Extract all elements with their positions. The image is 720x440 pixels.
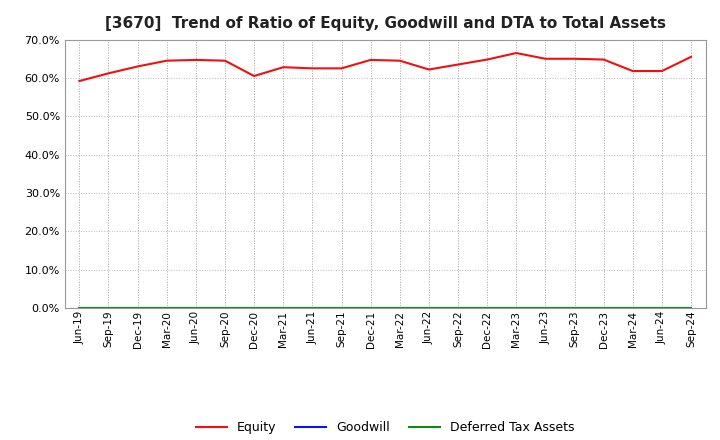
Equity (454, 62, 462, 67)
Deferred Tax Assets (133, 305, 142, 311)
Goodwill (687, 305, 696, 311)
Goodwill (657, 305, 666, 311)
Equity (541, 56, 550, 62)
Equity (629, 68, 637, 73)
Goodwill (192, 305, 200, 311)
Goodwill (599, 305, 608, 311)
Equity (395, 58, 404, 63)
Deferred Tax Assets (220, 305, 229, 311)
Deferred Tax Assets (483, 305, 492, 311)
Deferred Tax Assets (104, 305, 113, 311)
Deferred Tax Assets (454, 305, 462, 311)
Goodwill (279, 305, 287, 311)
Deferred Tax Assets (629, 305, 637, 311)
Equity (133, 64, 142, 69)
Goodwill (425, 305, 433, 311)
Equity (483, 57, 492, 62)
Deferred Tax Assets (366, 305, 375, 311)
Deferred Tax Assets (279, 305, 287, 311)
Goodwill (395, 305, 404, 311)
Goodwill (163, 305, 171, 311)
Goodwill (104, 305, 113, 311)
Goodwill (483, 305, 492, 311)
Deferred Tax Assets (599, 305, 608, 311)
Equity (687, 54, 696, 59)
Deferred Tax Assets (337, 305, 346, 311)
Line: Equity: Equity (79, 53, 691, 81)
Deferred Tax Assets (192, 305, 200, 311)
Goodwill (366, 305, 375, 311)
Deferred Tax Assets (250, 305, 258, 311)
Equity (337, 66, 346, 71)
Equity (163, 58, 171, 63)
Deferred Tax Assets (308, 305, 317, 311)
Equity (279, 65, 287, 70)
Goodwill (220, 305, 229, 311)
Equity (425, 67, 433, 72)
Equity (192, 57, 200, 62)
Goodwill (250, 305, 258, 311)
Equity (599, 57, 608, 62)
Goodwill (512, 305, 521, 311)
Deferred Tax Assets (570, 305, 579, 311)
Goodwill (133, 305, 142, 311)
Goodwill (454, 305, 462, 311)
Deferred Tax Assets (512, 305, 521, 311)
Goodwill (75, 305, 84, 311)
Legend: Equity, Goodwill, Deferred Tax Assets: Equity, Goodwill, Deferred Tax Assets (191, 416, 580, 439)
Goodwill (308, 305, 317, 311)
Equity (657, 68, 666, 73)
Goodwill (629, 305, 637, 311)
Deferred Tax Assets (395, 305, 404, 311)
Deferred Tax Assets (425, 305, 433, 311)
Goodwill (541, 305, 550, 311)
Goodwill (570, 305, 579, 311)
Equity (75, 78, 84, 84)
Deferred Tax Assets (657, 305, 666, 311)
Deferred Tax Assets (541, 305, 550, 311)
Equity (570, 56, 579, 62)
Title: [3670]  Trend of Ratio of Equity, Goodwill and DTA to Total Assets: [3670] Trend of Ratio of Equity, Goodwil… (104, 16, 666, 32)
Equity (308, 66, 317, 71)
Equity (512, 50, 521, 55)
Equity (366, 57, 375, 62)
Goodwill (337, 305, 346, 311)
Deferred Tax Assets (687, 305, 696, 311)
Equity (250, 73, 258, 79)
Equity (220, 58, 229, 63)
Deferred Tax Assets (163, 305, 171, 311)
Equity (104, 71, 113, 76)
Deferred Tax Assets (75, 305, 84, 311)
